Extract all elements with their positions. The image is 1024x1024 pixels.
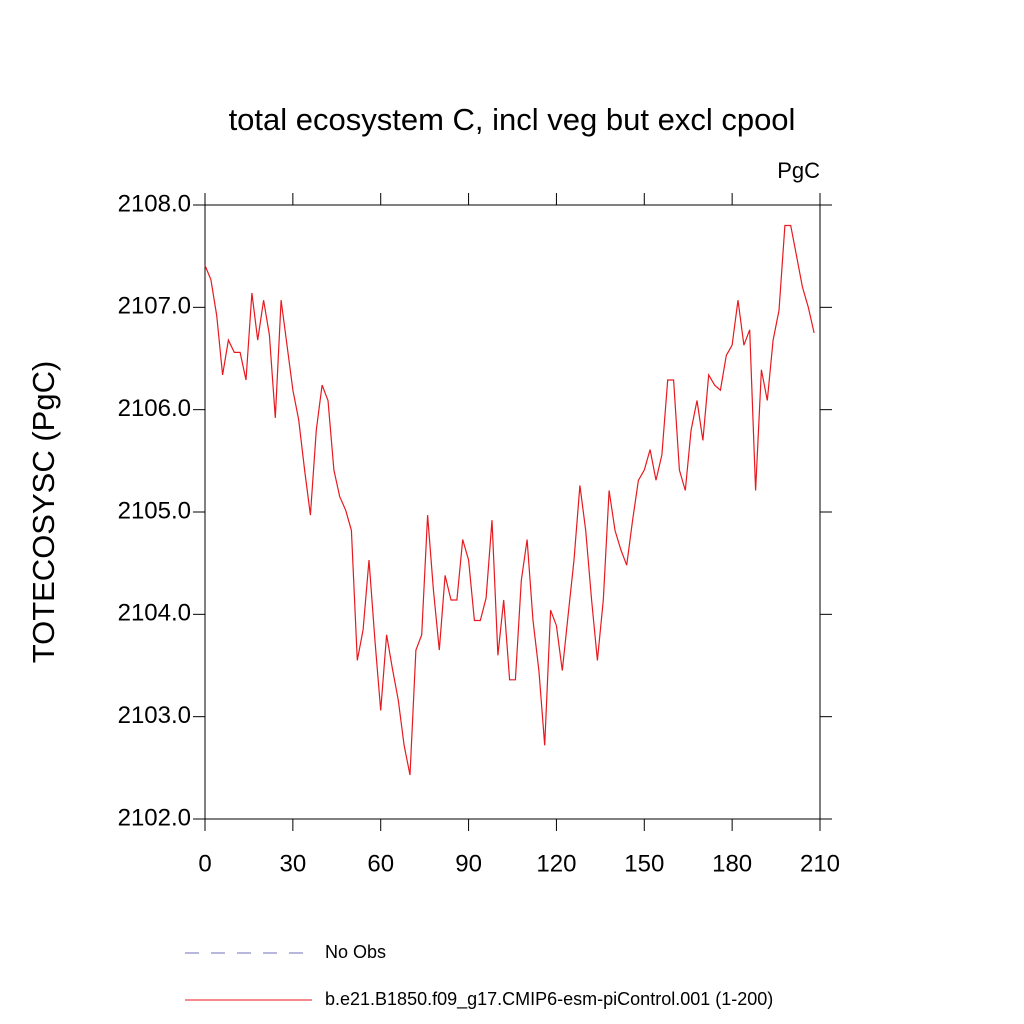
data-line [204,224,815,776]
x-tick-label: 210 [800,850,840,877]
y-tick-label: 2104.0 [118,600,191,627]
x-tick-label: 0 [198,850,211,877]
x-tick-label: 150 [624,850,664,877]
x-tick-label: 60 [367,850,394,877]
y-axis-label: TOTECOSYSC (PgC) [26,361,61,664]
x-tick-label: 90 [455,850,482,877]
y-tick-label: 2103.0 [118,702,191,729]
x-tick-label: 120 [536,850,576,877]
y-tick-label: 2105.0 [118,497,191,524]
y-tick-label: 2107.0 [118,293,191,320]
y-tick-label: 2108.0 [118,190,191,217]
legend-label: b.e21.B1850.f09_g17.CMIP6-esm-piControl.… [325,989,773,1010]
y-tick-label: 2102.0 [118,804,191,831]
x-tick-label: 30 [280,850,307,877]
chart-title: total ecosystem C, incl veg but excl cpo… [229,102,796,137]
units-label: PgC [777,158,820,183]
plot-frame [204,204,821,820]
y-tick-label: 2106.0 [118,395,191,422]
legend-label: No Obs [325,942,386,962]
x-tick-label: 180 [712,850,752,877]
